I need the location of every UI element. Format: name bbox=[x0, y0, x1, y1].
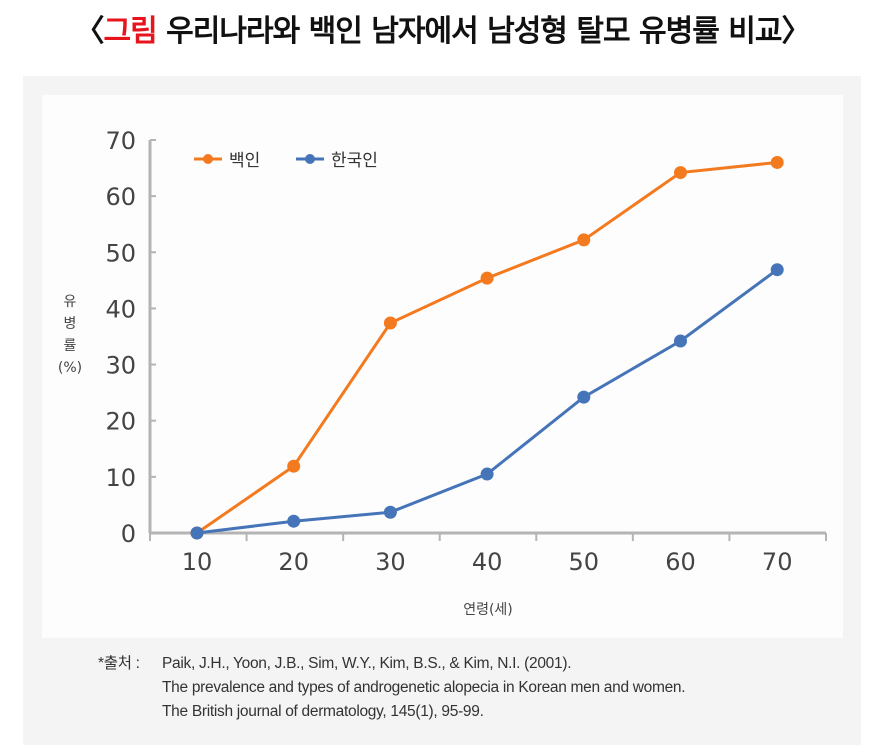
y-axis-label: 병 bbox=[64, 316, 77, 332]
y-tick-label: 30 bbox=[105, 352, 136, 380]
data-point bbox=[770, 155, 784, 169]
data-point bbox=[287, 459, 301, 473]
data-point bbox=[674, 166, 687, 180]
source-label: *출처 : bbox=[98, 655, 140, 672]
x-tick-label: 60 bbox=[665, 548, 696, 576]
y-axis-label: 유 bbox=[64, 294, 77, 310]
data-point bbox=[577, 233, 591, 247]
source-citation: *출처 : Paik, J.H., Yoon, J.B., Sim, W.Y., … bbox=[98, 652, 686, 724]
y-tick-label: 0 bbox=[121, 520, 136, 548]
legend-marker bbox=[305, 154, 315, 164]
x-tick-label: 40 bbox=[472, 548, 503, 576]
x-tick-label: 50 bbox=[569, 548, 600, 576]
data-point bbox=[383, 316, 397, 330]
data-point bbox=[577, 390, 591, 404]
y-tick-label: 70 bbox=[105, 127, 136, 155]
legend-marker bbox=[203, 154, 213, 164]
legend-label: 백인 bbox=[229, 151, 260, 171]
figure-title: 〈그림 우리나라와 백인 남자에서 남성형 탈모 유병률 비교〉 bbox=[0, 6, 885, 50]
x-tick-label: 70 bbox=[762, 548, 793, 576]
chart-panel bbox=[42, 95, 843, 638]
x-tick-label: 10 bbox=[182, 548, 213, 576]
y-tick-label: 20 bbox=[105, 408, 136, 436]
x-tick-label: 30 bbox=[375, 548, 406, 576]
title-bracket-close: 〉 bbox=[781, 14, 811, 49]
x-axis-label: 연령(세) bbox=[463, 602, 513, 618]
data-point bbox=[383, 505, 397, 519]
data-point bbox=[674, 334, 687, 348]
data-point bbox=[190, 526, 204, 540]
data-point bbox=[480, 271, 494, 285]
y-tick-label: 50 bbox=[105, 239, 136, 267]
legend-label: 한국인 bbox=[331, 151, 378, 171]
data-point bbox=[770, 263, 784, 277]
y-tick-label: 60 bbox=[105, 183, 136, 211]
data-point bbox=[287, 514, 301, 528]
x-tick-label: 20 bbox=[278, 548, 309, 576]
y-tick-label: 40 bbox=[105, 295, 136, 323]
title-highlight: 그림 bbox=[103, 14, 158, 49]
y-tick-label: 10 bbox=[105, 464, 136, 492]
series-line-korean bbox=[196, 268, 779, 535]
data-point bbox=[480, 467, 494, 481]
title-bracket-open: 〈 bbox=[74, 14, 105, 49]
source-line: Paik, J.H., Yoon, J.B., Sim, W.Y., Kim, … bbox=[162, 655, 572, 672]
source-line: The prevalence and types of androgenetic… bbox=[162, 679, 686, 696]
y-axis-label: 률 bbox=[64, 338, 77, 354]
title-text: 우리나라와 백인 남자에서 남성형 탈모 유병률 비교 bbox=[156, 14, 782, 49]
y-axis-label: (%) bbox=[58, 360, 82, 376]
source-line: The British journal of dermatology, 145(… bbox=[162, 703, 484, 720]
